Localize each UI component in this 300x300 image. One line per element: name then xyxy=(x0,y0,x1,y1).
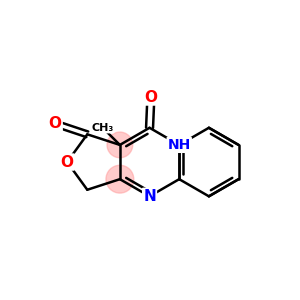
Text: N: N xyxy=(143,189,156,204)
Text: O: O xyxy=(49,116,62,131)
Text: O: O xyxy=(144,89,158,104)
Text: CH₃: CH₃ xyxy=(91,122,114,133)
Text: O: O xyxy=(61,154,74,169)
Circle shape xyxy=(106,165,134,193)
Text: NH: NH xyxy=(168,138,191,152)
Circle shape xyxy=(107,132,133,158)
